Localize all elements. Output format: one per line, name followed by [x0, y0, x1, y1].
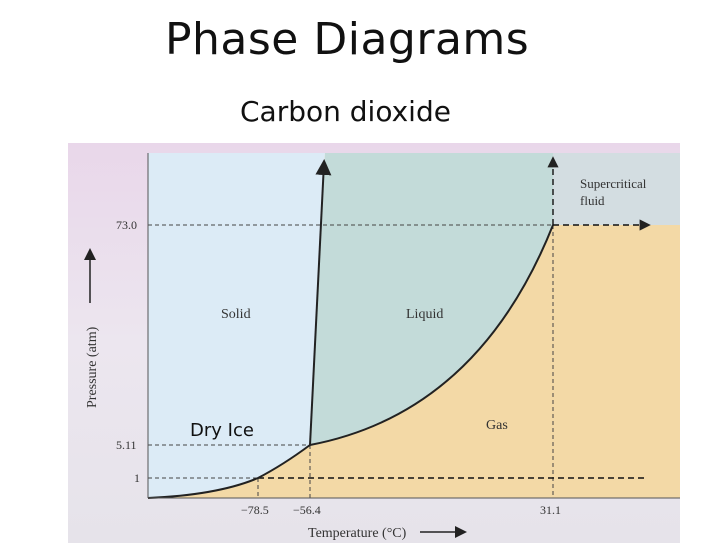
- x-axis-label: Temperature (°C): [308, 526, 407, 541]
- sublimation-curve: [147, 444, 311, 499]
- phase-diagram: 73.0 5.11 1 −78.5 −56.4 31.1 Temperature…: [68, 143, 680, 548]
- supercritical-region: [553, 153, 680, 225]
- pressure-tick-73: 73.0: [116, 218, 137, 232]
- vaporization-curve: [309, 224, 554, 446]
- pressure-tick-1: 1: [134, 471, 140, 485]
- liquid-label: Liquid: [406, 307, 443, 322]
- slide-subtitle: Carbon dioxide: [240, 95, 451, 128]
- dry-ice-annotation: Dry Ice: [190, 420, 254, 441]
- solid-region: [148, 153, 325, 498]
- temp-tick-minus-56-4: −56.4: [293, 503, 321, 517]
- y-axis-label: Pressure (atm): [85, 326, 100, 408]
- solid-label: Solid: [221, 307, 251, 322]
- supercritical-label-line1: Supercritical: [580, 176, 647, 191]
- slide-title: Phase Diagrams: [165, 14, 530, 65]
- liquid-region: [310, 153, 553, 445]
- supercritical-label-line2: fluid: [580, 193, 605, 208]
- temp-tick-31-1: 31.1: [540, 503, 561, 517]
- melting-curve: [309, 159, 332, 446]
- temp-tick-minus-78-5: −78.5: [241, 503, 269, 517]
- pressure-tick-5-11: 5.11: [116, 438, 137, 452]
- gas-label: Gas: [486, 418, 508, 433]
